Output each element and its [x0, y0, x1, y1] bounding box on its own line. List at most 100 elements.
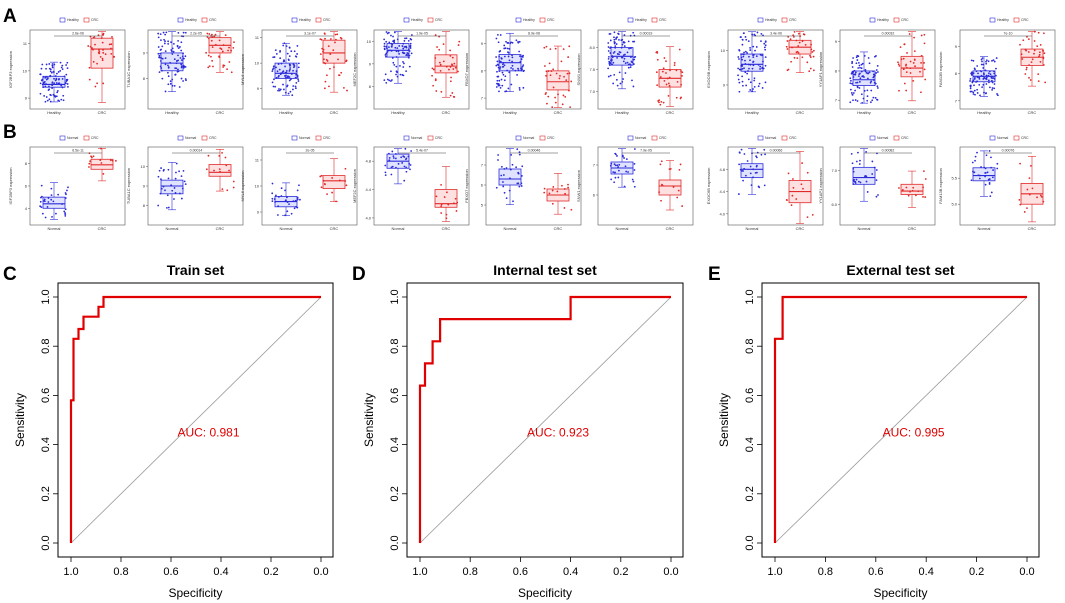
group-1-point — [740, 56, 743, 59]
group-1-point — [280, 62, 283, 65]
group-1-point — [614, 164, 617, 167]
group-1-point — [390, 34, 392, 37]
group-1-point — [633, 169, 636, 171]
group-1-point — [385, 45, 388, 48]
group-2-point — [792, 35, 795, 38]
group-1-point — [67, 186, 69, 189]
group-2-point — [454, 66, 457, 69]
group-1-point — [505, 90, 508, 93]
group-1-point — [984, 183, 987, 186]
group-1-point — [992, 169, 994, 171]
group-1-point — [751, 67, 754, 70]
group-2-point — [552, 186, 555, 188]
group-1-point — [754, 171, 757, 174]
group-2-point — [909, 72, 912, 74]
group-1-point — [522, 64, 525, 66]
group-2-point — [453, 96, 456, 98]
group-1-point — [761, 87, 764, 89]
group-1-point — [171, 47, 174, 50]
group-1-point — [969, 85, 972, 88]
group-2-point — [1018, 199, 1021, 201]
group-1-point — [170, 184, 173, 187]
group-2-point — [440, 203, 443, 206]
group-1-point — [622, 54, 625, 57]
group-1-point — [866, 95, 869, 98]
group-1-point — [410, 52, 413, 55]
group-1-point — [752, 168, 754, 171]
group-2-point — [662, 101, 665, 104]
group-1-point — [974, 93, 976, 96]
y-tick-label: 0.0 — [40, 535, 52, 550]
group-1-point — [856, 100, 859, 102]
group-1-point — [499, 86, 502, 89]
group-1-point — [167, 66, 170, 68]
group-1-point — [982, 75, 985, 78]
group-1-point — [385, 52, 388, 55]
group-2-point — [557, 93, 559, 96]
group-1-point — [617, 32, 619, 35]
group-2-point — [555, 72, 558, 75]
group-2-point — [1038, 51, 1041, 54]
group-1-point — [166, 194, 169, 197]
group-2-point — [661, 70, 664, 73]
group-1-point — [171, 84, 174, 87]
group-1-point — [273, 198, 276, 200]
legend-label-2: CRC — [323, 136, 331, 140]
group-1-point — [396, 38, 399, 41]
group-1-point — [283, 88, 285, 91]
group-2-point — [1037, 31, 1040, 34]
group-1-point — [180, 63, 183, 66]
group-1-point — [616, 155, 618, 157]
group-1-point — [64, 82, 67, 84]
group-2-point — [1042, 200, 1045, 203]
group-1-point — [390, 70, 392, 73]
group-1-point — [299, 198, 301, 201]
group-2-point — [102, 33, 104, 36]
group-1-point — [180, 59, 183, 62]
group-2-point — [1024, 73, 1027, 75]
group-1-point — [403, 40, 406, 42]
legend-swatch-1 — [515, 17, 522, 23]
group-2-point — [214, 33, 217, 36]
group-1-point — [170, 41, 172, 44]
group-1-point — [632, 31, 635, 34]
group-1-point — [403, 179, 406, 182]
group-1-point — [177, 40, 179, 42]
group-1-point — [522, 86, 525, 89]
x-axis-label: Specificity — [168, 586, 222, 600]
group-1-point — [157, 36, 160, 39]
group-1-point — [613, 163, 616, 166]
group-1-point — [508, 59, 511, 62]
reference-diagonal — [419, 296, 672, 544]
group-2-point — [1026, 35, 1028, 38]
y-tick-label: 10 — [255, 61, 260, 66]
group-2-point — [335, 38, 337, 41]
group-2-point — [110, 53, 113, 55]
group-1-point — [498, 60, 501, 62]
legend-label-2: CRC — [901, 136, 909, 140]
group-1-point — [297, 80, 300, 82]
group-1-point — [48, 98, 51, 101]
group-1-point — [858, 80, 861, 83]
p-value-label: 0.00019 — [640, 32, 653, 36]
legend-label-1: Normal — [877, 136, 889, 140]
group-1-point — [278, 88, 280, 90]
y-tick-label: 0.0 — [744, 535, 756, 550]
group-2-point — [813, 49, 815, 52]
group-2-point — [806, 171, 809, 174]
group-1-point — [868, 71, 871, 74]
group-1-point — [631, 79, 633, 82]
group-1-point — [272, 67, 275, 70]
group-1-point — [852, 99, 854, 102]
group-1-point — [278, 74, 280, 77]
group-2-point — [568, 72, 571, 75]
group-1-point — [57, 193, 60, 196]
group-1-point — [871, 160, 874, 163]
group-2-point — [554, 47, 557, 50]
group-2-point — [551, 189, 554, 192]
legend-swatch-1 — [59, 17, 66, 23]
group-1-point — [743, 51, 745, 54]
group-1-point — [174, 73, 177, 76]
group-1-point — [616, 164, 619, 167]
